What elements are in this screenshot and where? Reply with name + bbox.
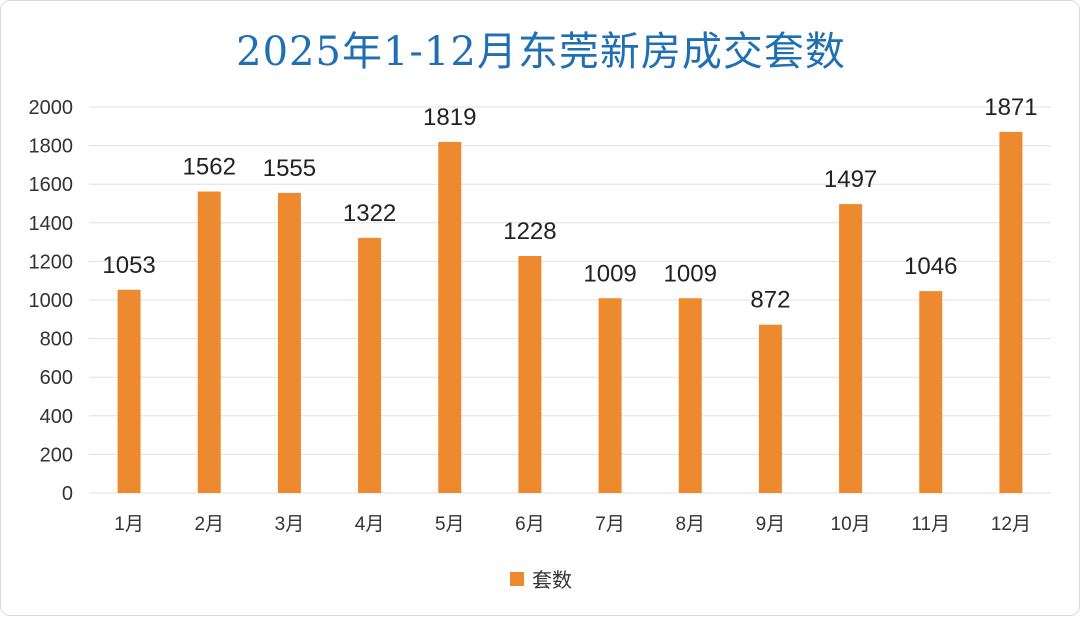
legend: 套数 xyxy=(1,564,1080,593)
y-tick-label: 600 xyxy=(40,367,73,389)
y-tick-label: 400 xyxy=(40,406,73,428)
data-label: 1871 xyxy=(984,94,1037,121)
y-tick-label: 1400 xyxy=(29,213,74,235)
data-label: 1322 xyxy=(343,200,396,227)
gridlines xyxy=(89,106,1051,494)
x-category-label: 2月 xyxy=(194,514,224,535)
y-tick-label: 1800 xyxy=(29,136,74,158)
data-label: 1009 xyxy=(664,260,717,287)
bar xyxy=(839,204,863,494)
data-label: 1819 xyxy=(423,104,476,131)
bar xyxy=(758,324,782,493)
x-category-label: 6月 xyxy=(515,514,545,535)
y-tick-label: 1200 xyxy=(29,251,74,273)
bar xyxy=(518,255,542,493)
bar xyxy=(598,298,622,493)
data-label: 1228 xyxy=(503,218,556,245)
x-category-label: 7月 xyxy=(595,514,625,535)
data-label: 1497 xyxy=(824,166,877,193)
x-category-label: 3月 xyxy=(275,514,305,535)
x-category-label: 12月 xyxy=(991,514,1031,535)
data-label: 1562 xyxy=(183,154,236,181)
bar xyxy=(277,192,301,493)
x-category-label: 10月 xyxy=(831,514,871,535)
y-tick-label: 200 xyxy=(40,444,73,466)
bars xyxy=(117,131,1023,494)
data-label: 1053 xyxy=(102,252,155,279)
data-label: 1046 xyxy=(904,253,957,280)
x-category-label: 4月 xyxy=(355,514,385,535)
x-category-label: 9月 xyxy=(756,514,786,535)
bar xyxy=(678,298,702,493)
y-tick-label: 1000 xyxy=(29,290,74,312)
bar xyxy=(358,237,382,493)
data-label: 1555 xyxy=(263,155,316,182)
bar xyxy=(919,291,943,493)
x-category-label: 8月 xyxy=(675,514,705,535)
x-category-label: 5月 xyxy=(435,514,465,535)
bar xyxy=(117,289,141,493)
y-tick-label: 800 xyxy=(40,329,73,351)
chart-title: 2025年1-12月东莞新房成交套数 xyxy=(236,29,846,75)
data-label: 1009 xyxy=(583,260,636,287)
bar xyxy=(438,141,462,494)
legend-swatch xyxy=(510,571,524,586)
x-category-label: 11月 xyxy=(911,514,950,535)
bar xyxy=(197,191,221,493)
x-category-label: 1月 xyxy=(114,514,144,535)
x-axis-categories: 1月 2月 3月 4月 5月 6月 7月 8月 9月 10月 11月 12月 xyxy=(114,514,1031,535)
data-label: 872 xyxy=(750,287,790,314)
y-tick-label: 2000 xyxy=(29,97,74,119)
bar xyxy=(999,131,1023,493)
data-labels: 1053 1562 1555 1322 1819 1228 1009 1009 872 1497 1… xyxy=(102,94,1037,314)
y-axis-ticks: 0 200 400 600 800 1000 1200 1400 1600 1800 2000 xyxy=(29,97,74,505)
y-tick-label: 0 xyxy=(62,483,73,505)
legend-label: 套数 xyxy=(532,570,572,592)
y-tick-label: 1600 xyxy=(29,174,74,196)
